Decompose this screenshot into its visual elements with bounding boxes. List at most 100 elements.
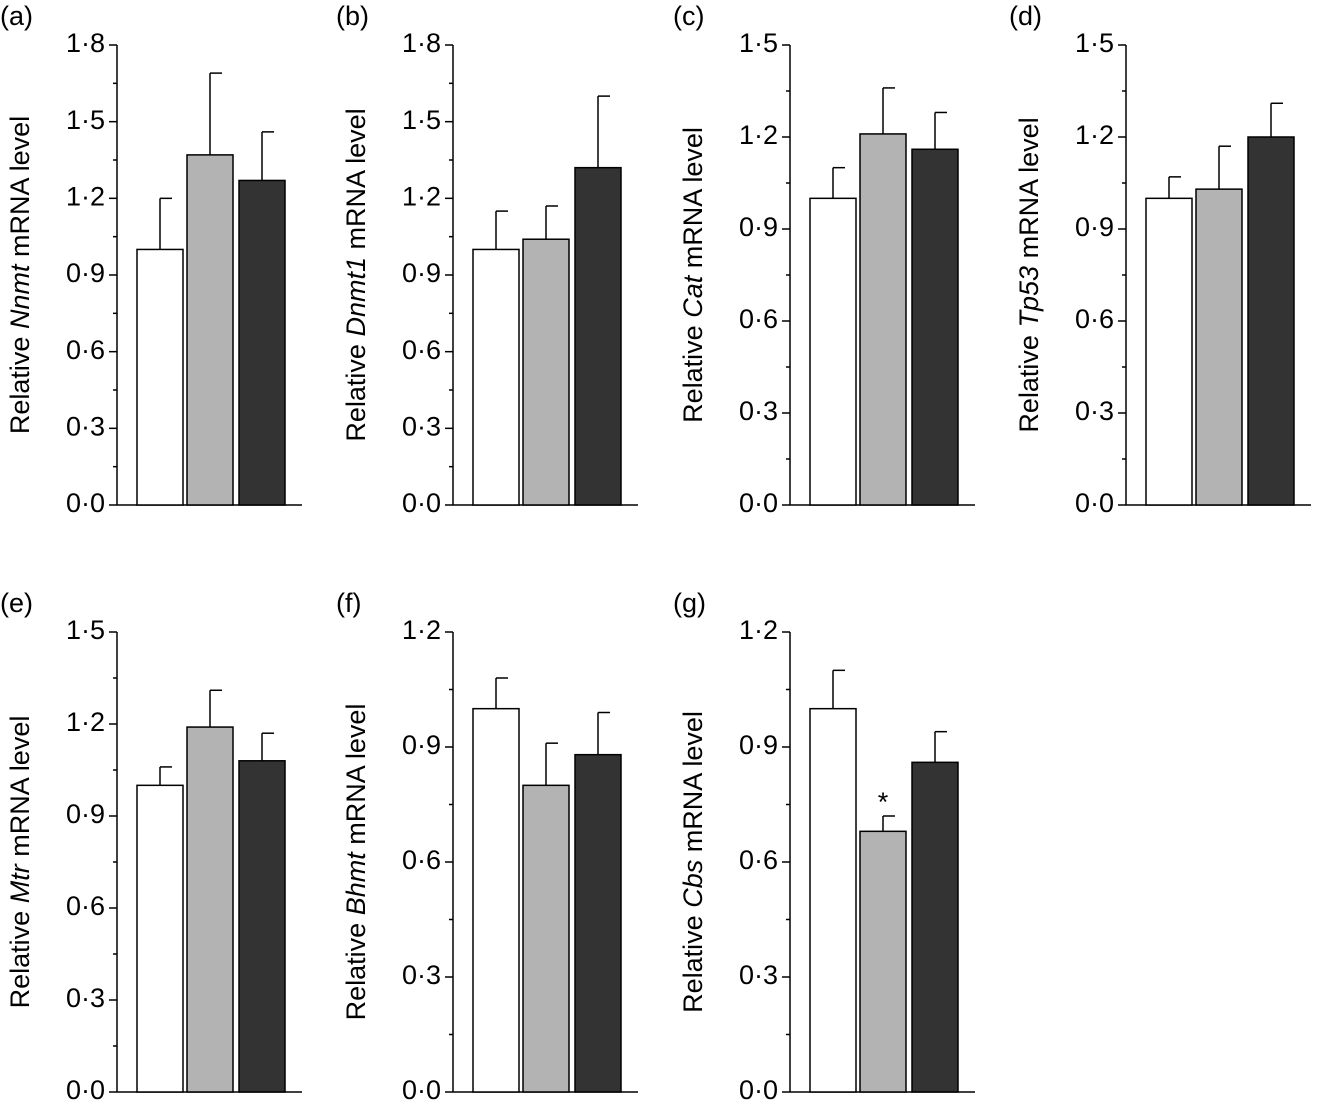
panel-label: (e) [0, 588, 33, 618]
y-label-prefix: Relative [341, 923, 371, 1021]
y-axis-label: Relative Tp53 mRNA level [1014, 117, 1044, 432]
y-tick-label: 0·9 [402, 258, 441, 288]
bar [859, 830, 907, 1093]
y-tick-label: 1·5 [66, 105, 105, 135]
bar [1145, 197, 1193, 506]
y-tick-label: 1·2 [739, 120, 778, 150]
y-tick-label: 0·9 [739, 730, 778, 760]
panel-label: (b) [336, 1, 369, 31]
y-tick-label: 0·6 [402, 845, 441, 875]
bar [472, 248, 520, 506]
y-label-suffix: mRNA level [678, 127, 708, 268]
y-label-gene: Cbs [678, 860, 708, 908]
y-tick-label: 1·2 [402, 615, 441, 645]
y-label-prefix: Relative [678, 915, 708, 1013]
y-tick-label: 0·0 [66, 1075, 105, 1103]
y-tick-label: 0·6 [66, 891, 105, 921]
y-tick-label: 0·3 [402, 411, 441, 441]
y-tick-label: 0·3 [739, 960, 778, 990]
bar [574, 753, 622, 1093]
bar [186, 154, 234, 506]
significance-mark: * [878, 787, 889, 817]
bar [1195, 188, 1243, 506]
bar [809, 707, 857, 1093]
y-label-suffix: mRNA level [5, 716, 35, 857]
y-axis-label: Relative Cbs mRNA level [678, 711, 708, 1013]
bar [911, 761, 959, 1093]
y-tick-label: 0·3 [739, 396, 778, 426]
y-axis-label: Relative Dnmt1 mRNA level [341, 108, 371, 441]
y-tick-label: 0·3 [66, 983, 105, 1013]
y-axis-label: Relative Nnmt mRNA level [5, 116, 35, 434]
y-tick-label: 0·6 [739, 845, 778, 875]
y-tick-label: 1·8 [402, 28, 441, 58]
y-label-prefix: Relative [5, 337, 35, 435]
bar [809, 197, 857, 506]
y-tick-label: 1·2 [1075, 120, 1114, 150]
bar [238, 760, 286, 1093]
y-tick-label: 1·5 [739, 28, 778, 58]
y-tick-label: 0·0 [739, 1075, 778, 1103]
y-label-gene: Cat [678, 274, 708, 318]
y-tick-label: 1·5 [1075, 28, 1114, 58]
y-label-suffix: mRNA level [341, 704, 371, 845]
y-label-prefix: Relative [341, 344, 371, 442]
y-label-gene: Nnmt [5, 263, 35, 329]
y-tick-label: 0·3 [1075, 396, 1114, 426]
bar [186, 726, 234, 1093]
y-tick-label: 0·9 [66, 258, 105, 288]
bar [522, 784, 570, 1093]
bar [136, 248, 184, 506]
y-axis-label: Relative Cat mRNA level [678, 127, 708, 423]
bar [472, 707, 520, 1093]
bar [522, 238, 570, 506]
y-label-suffix: mRNA level [341, 108, 371, 249]
y-tick-label: 0·3 [402, 960, 441, 990]
y-tick-label: 0·6 [1075, 304, 1114, 334]
y-label-prefix: Relative [5, 911, 35, 1009]
y-tick-label: 1·2 [66, 181, 105, 211]
y-label-suffix: mRNA level [5, 116, 35, 257]
y-axis-label: Relative Mtr mRNA level [5, 716, 35, 1009]
bar [1247, 136, 1295, 506]
y-tick-label: 0·6 [402, 335, 441, 365]
y-tick-label: 1·5 [402, 105, 441, 135]
y-tick-label: 1·5 [66, 615, 105, 645]
y-tick-label: 0·0 [402, 488, 441, 518]
y-tick-label: 1·8 [66, 28, 105, 58]
y-tick-label: 0·0 [402, 1075, 441, 1103]
y-tick-label: 0·0 [1075, 488, 1114, 518]
y-tick-label: 0·6 [66, 335, 105, 365]
panel-label: (a) [0, 1, 33, 31]
y-tick-label: 0·9 [739, 212, 778, 242]
panel-label: (c) [673, 1, 704, 31]
bar [136, 784, 184, 1093]
y-label-gene: Dnmt1 [341, 257, 371, 337]
bar [911, 148, 959, 506]
y-label-prefix: Relative [678, 325, 708, 423]
y-tick-label: 1·2 [739, 615, 778, 645]
panel-label: (g) [673, 588, 706, 618]
panel-label: (f) [336, 588, 361, 618]
y-tick-label: 0·3 [66, 411, 105, 441]
y-label-gene: Bhmt [341, 851, 371, 916]
y-label-suffix: mRNA level [678, 711, 708, 852]
y-label-gene: Mtr [5, 863, 35, 903]
y-tick-label: 0·6 [739, 304, 778, 334]
y-tick-label: 0·9 [402, 730, 441, 760]
y-axis-label: Relative Bhmt mRNA level [341, 704, 371, 1021]
panel-label: (d) [1009, 1, 1042, 31]
y-tick-label: 1·2 [402, 181, 441, 211]
y-tick-label: 0·0 [66, 488, 105, 518]
bar [859, 133, 907, 506]
y-label-prefix: Relative [1014, 335, 1044, 433]
bar [238, 179, 286, 506]
y-tick-label: 0·0 [739, 488, 778, 518]
y-label-gene: Tp53 [1014, 266, 1044, 328]
bar [574, 166, 622, 506]
y-tick-label: 0·9 [66, 799, 105, 829]
y-tick-label: 1·2 [66, 707, 105, 737]
y-label-suffix: mRNA level [1014, 117, 1044, 258]
